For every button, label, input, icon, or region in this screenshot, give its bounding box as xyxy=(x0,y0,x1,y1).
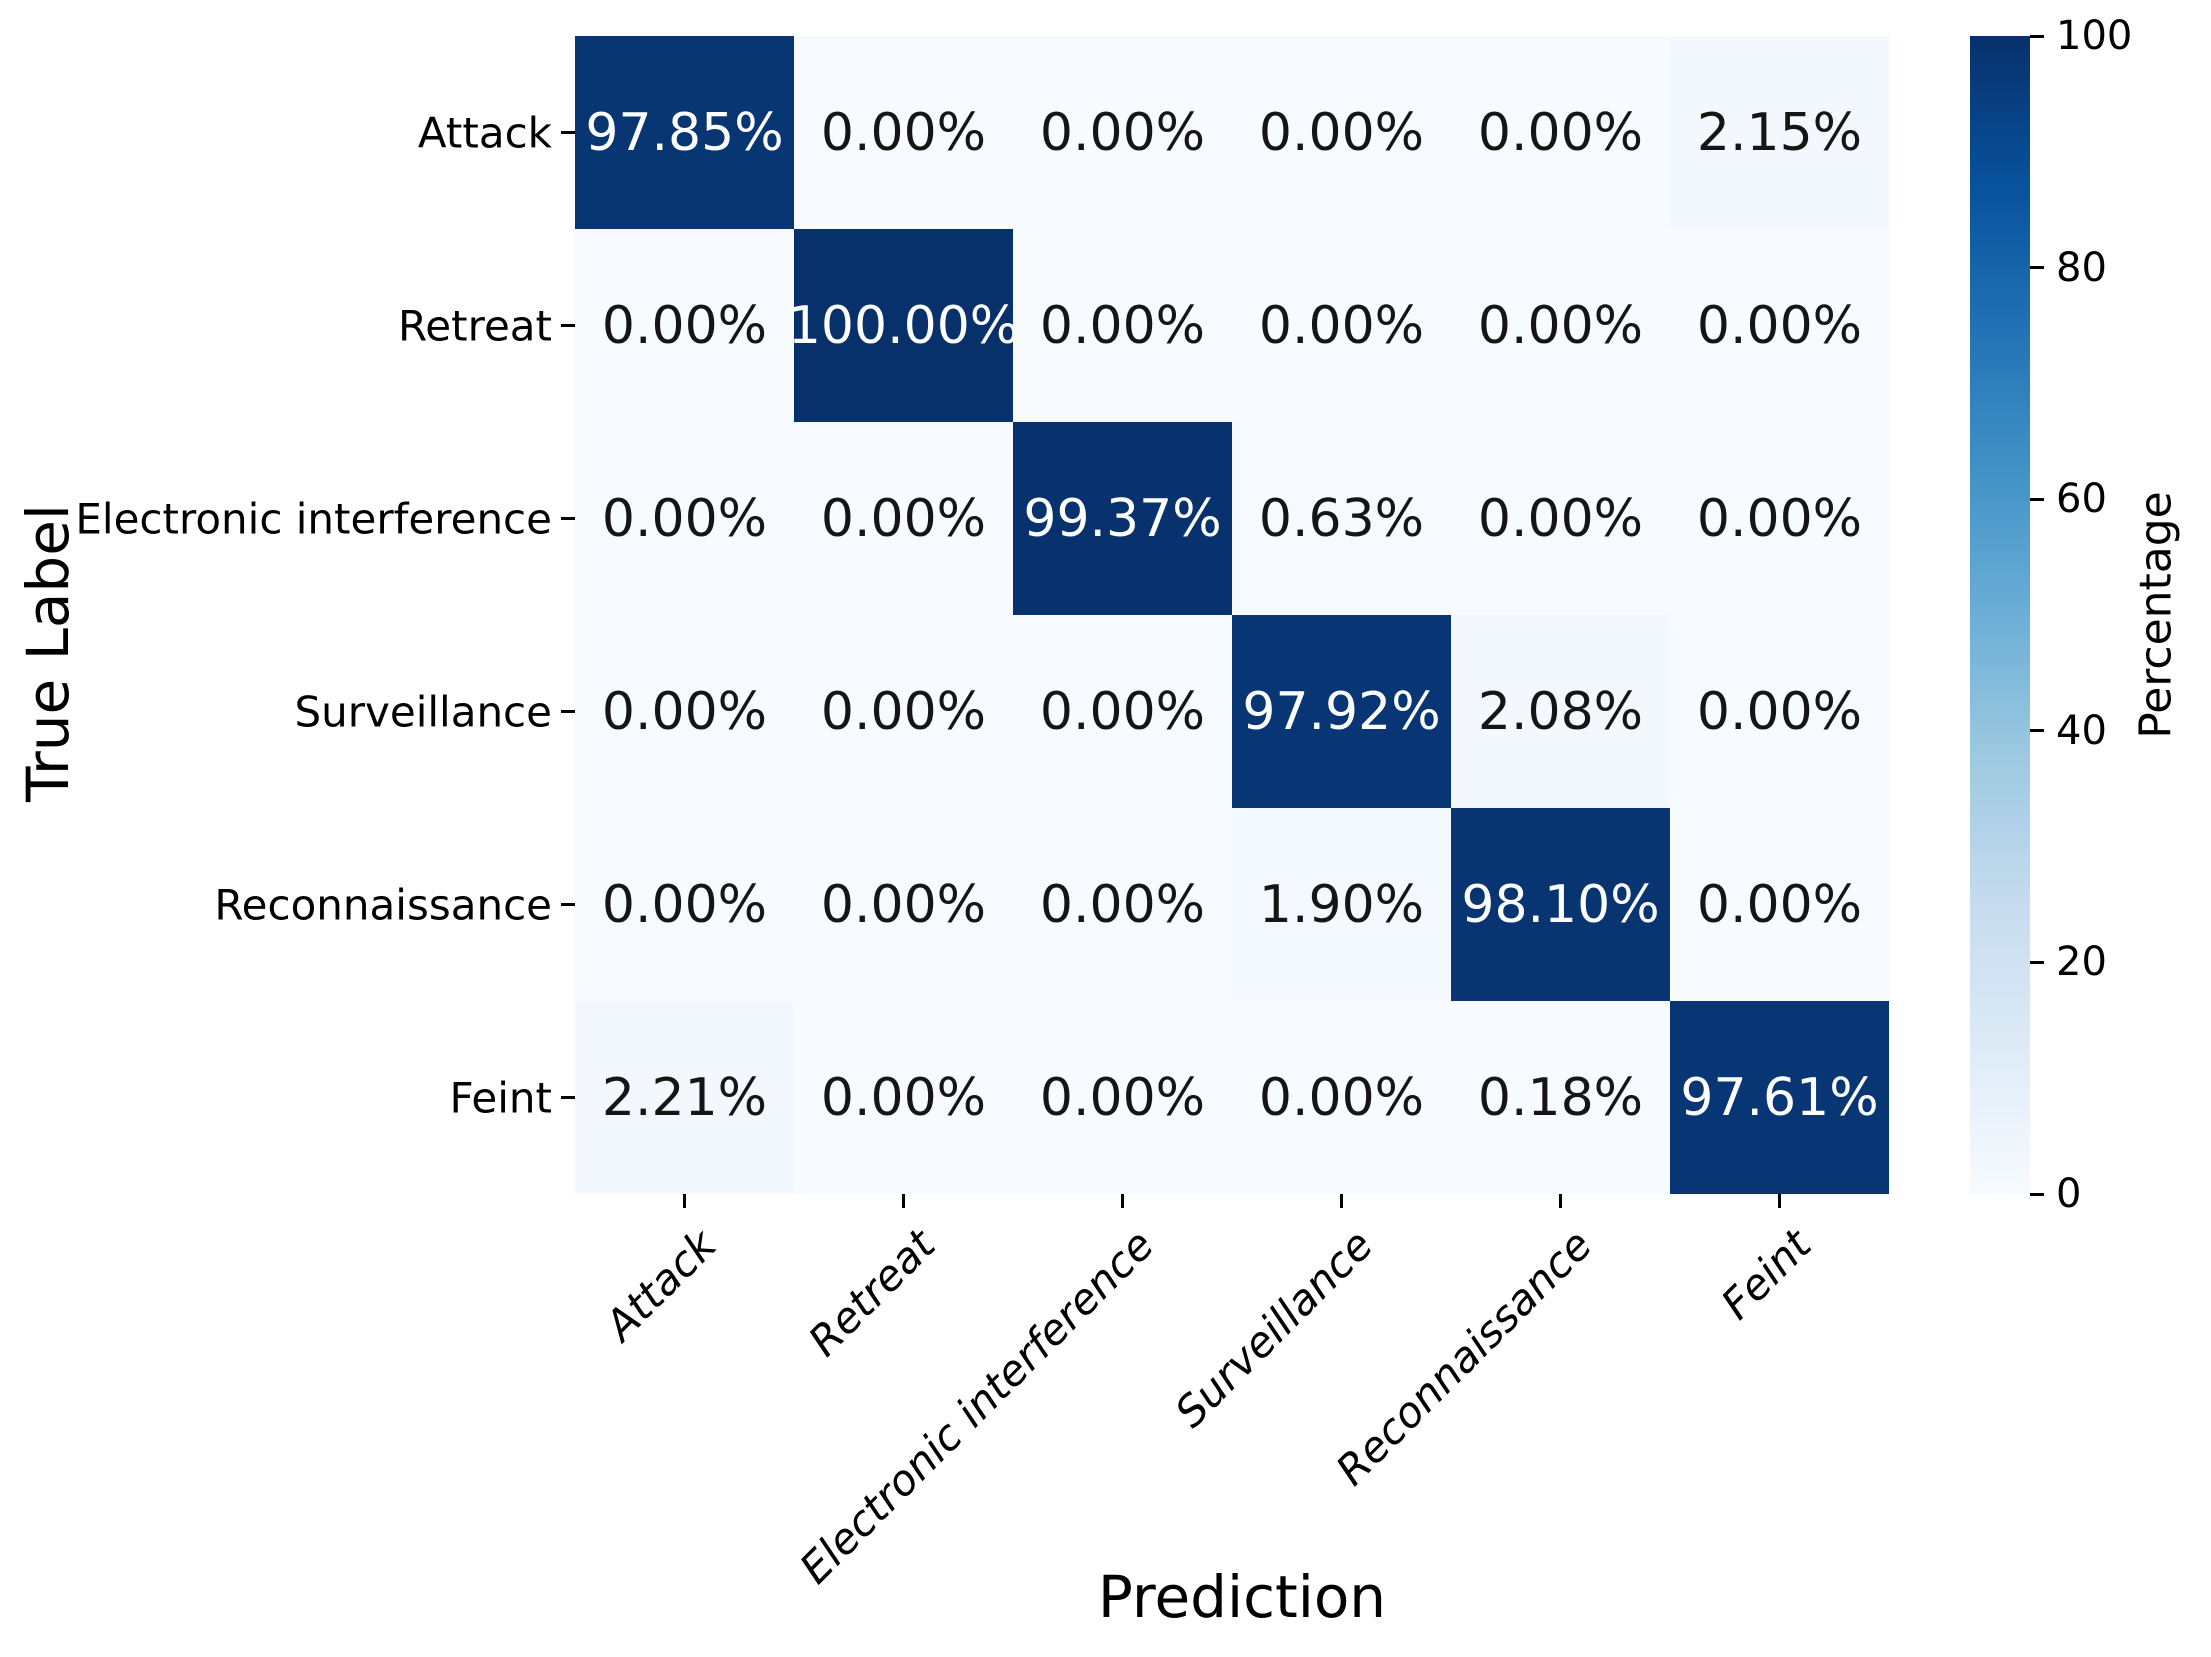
x-tick-mark xyxy=(1121,1194,1124,1208)
heatmap-cell: 97.92% xyxy=(1232,615,1451,808)
colorbar-tick-label: 20 xyxy=(2056,939,2107,986)
heatmap-cell: 0.00% xyxy=(1670,808,1889,1001)
y-tick-mark xyxy=(561,131,575,134)
heatmap-cell: 0.00% xyxy=(1013,1001,1232,1194)
heatmap-cell: 0.00% xyxy=(575,229,794,422)
x-tick-label: Feint xyxy=(1711,1220,1821,1329)
x-tick-mark xyxy=(902,1194,905,1208)
x-tick-label: Electronic interference xyxy=(790,1220,1164,1593)
heatmap-cell: 1.90% xyxy=(1232,808,1451,1001)
colorbar-tick-label: 100 xyxy=(2056,13,2133,59)
x-tick-mark xyxy=(1340,1194,1343,1208)
y-tick-label: Retreat xyxy=(398,301,552,350)
heatmap-cell: 0.00% xyxy=(575,808,794,1001)
heatmap-cell: 0.63% xyxy=(1232,422,1451,615)
heatmap-cell: 0.00% xyxy=(1232,1001,1451,1194)
heatmap-cell: 2.15% xyxy=(1670,36,1889,229)
y-tick-label: Electronic interference xyxy=(75,494,552,543)
heatmap-cell: 0.00% xyxy=(1451,36,1670,229)
heatmap-cell: 0.18% xyxy=(1451,1001,1670,1194)
colorbar-gradient xyxy=(1970,36,2030,1194)
heatmap-cell: 0.00% xyxy=(1670,615,1889,808)
x-tick-mark xyxy=(683,1194,686,1208)
heatmap-cell: 0.00% xyxy=(794,615,1013,808)
colorbar-tick-mark xyxy=(2030,960,2044,964)
heatmap-cell: 2.08% xyxy=(1451,615,1670,808)
colorbar-tick-label: 80 xyxy=(2056,244,2107,291)
y-tick-mark xyxy=(561,324,575,327)
heatmap-cell: 0.00% xyxy=(575,615,794,808)
colorbar-tick-label: 40 xyxy=(2056,707,2107,754)
heatmap-cell: 97.85% xyxy=(575,36,794,229)
heatmap-cell: 0.00% xyxy=(1013,36,1232,229)
heatmap-cell: 0.00% xyxy=(794,808,1013,1001)
heatmap-cell: 0.00% xyxy=(794,1001,1013,1194)
heatmap-cell: 0.00% xyxy=(1670,229,1889,422)
colorbar-tick-label: 0 xyxy=(2056,1171,2082,1217)
colorbar-tick-mark xyxy=(2030,266,2044,270)
y-tick-mark xyxy=(561,710,575,713)
x-tick-label: Surveillance xyxy=(1165,1220,1383,1437)
x-axis-title: Prediction xyxy=(1097,1563,1387,1631)
heatmap-cell: 0.00% xyxy=(575,422,794,615)
colorbar-tick-mark xyxy=(2030,34,2044,38)
y-tick-mark xyxy=(561,903,575,906)
heatmap-cell: 0.00% xyxy=(1232,229,1451,422)
y-tick-label: Surveillance xyxy=(294,687,552,736)
heatmap-cell: 0.00% xyxy=(1451,229,1670,422)
heatmap-cell: 0.00% xyxy=(1451,422,1670,615)
heatmap-cell: 0.00% xyxy=(1013,229,1232,422)
x-tick-mark xyxy=(1559,1194,1562,1208)
heatmap-cell: 0.00% xyxy=(1232,36,1451,229)
x-tick-mark xyxy=(1778,1194,1781,1208)
y-tick-label: Reconnaissance xyxy=(214,880,552,929)
heatmap-cell: 97.61% xyxy=(1670,1001,1889,1194)
heatmap-cell: 0.00% xyxy=(1670,422,1889,615)
colorbar-tick-mark xyxy=(2030,1192,2044,1196)
heatmap-grid: 97.85% 0.00% 0.00% 0.00% 0.00% 2.15% 0.00% 100.… xyxy=(575,36,1889,1194)
x-tick-label: Retreat xyxy=(798,1220,945,1366)
heatmap-cell: 0.00% xyxy=(794,422,1013,615)
colorbar-title: Percentage xyxy=(2130,491,2182,739)
y-tick-mark xyxy=(561,517,575,520)
heatmap-cell: 99.37% xyxy=(1013,422,1232,615)
y-axis-title: True Label xyxy=(14,503,82,803)
y-tick-mark xyxy=(561,1096,575,1099)
heatmap-cell: 98.10% xyxy=(1451,808,1670,1001)
y-tick-label: Feint xyxy=(449,1073,552,1122)
y-tick-label: Attack xyxy=(417,108,552,157)
colorbar-tick-mark xyxy=(2030,497,2044,501)
heatmap-cell: 0.00% xyxy=(794,36,1013,229)
heatmap-cell: 0.00% xyxy=(1013,808,1232,1001)
colorbar-tick-mark xyxy=(2030,729,2044,733)
colorbar-tick-label: 60 xyxy=(2056,476,2107,523)
heatmap-cell: 100.00% xyxy=(788,229,1019,422)
x-tick-label: Attack xyxy=(595,1220,726,1350)
heatmap-cell: 2.21% xyxy=(575,1001,794,1194)
heatmap-cell: 0.00% xyxy=(1013,615,1232,808)
